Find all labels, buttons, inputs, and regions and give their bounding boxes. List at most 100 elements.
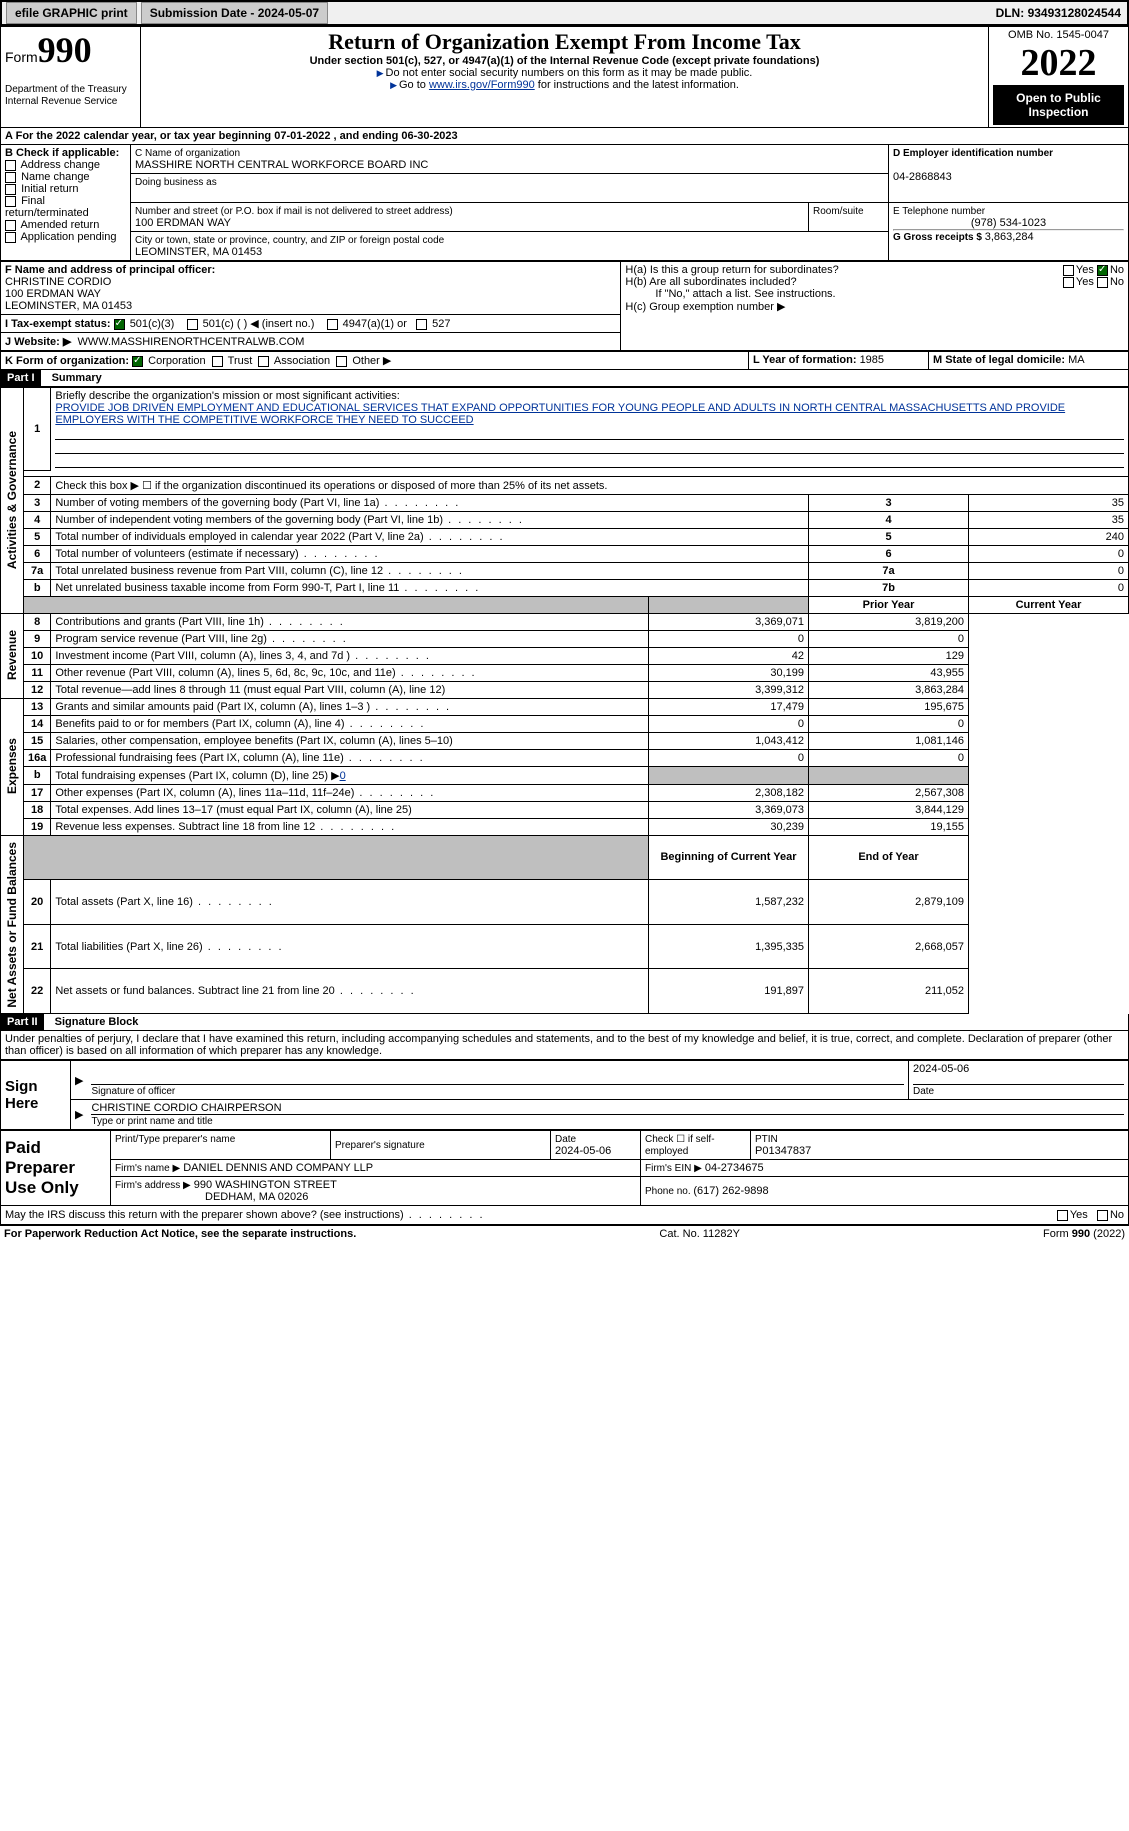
vlabel-ag: Activities & Governance <box>5 427 19 573</box>
sig-date: 2024-05-06 <box>913 1063 1124 1085</box>
checkbox-name-change[interactable] <box>5 172 16 183</box>
ha-no[interactable] <box>1097 265 1108 276</box>
vlabel-exp: Expenses <box>5 734 19 798</box>
val-5: 240 <box>969 528 1129 545</box>
fhij-block: F Name and address of principal officer:… <box>0 261 1129 351</box>
line2: Check this box ▶ ☐ if the organization d… <box>51 476 1129 494</box>
hb-note: If "No," attach a list. See instructions… <box>655 288 835 300</box>
header-table: Form990 Department of the Treasury Inter… <box>0 26 1129 128</box>
box-m: M State of legal domicile: MA <box>929 352 1129 370</box>
year-formation: 1985 <box>860 354 884 366</box>
paid-preparer: Paid Preparer Use Only <box>1 1131 111 1206</box>
val-6: 0 <box>969 545 1129 562</box>
mission-text[interactable]: PROVIDE JOB DRIVEN EMPLOYMENT AND EDUCAT… <box>55 402 1065 426</box>
officer-name: CHRISTINE CORDIO <box>5 276 111 288</box>
ha: H(a) Is this a group return for subordin… <box>625 264 838 276</box>
dept: Department of the Treasury <box>5 84 127 95</box>
checkbox-address-change[interactable] <box>5 160 16 171</box>
k-other[interactable] <box>336 356 347 367</box>
form-big: 990 <box>38 30 92 70</box>
date-label: Date <box>913 1086 934 1097</box>
end-hdr: End of Year <box>809 835 969 880</box>
officer-street: 100 ERDMAN WAY <box>5 288 101 300</box>
pra-notice: For Paperwork Reduction Act Notice, see … <box>4 1228 356 1240</box>
val-7b: 0 <box>969 579 1129 596</box>
i-4947[interactable] <box>327 319 338 330</box>
hb-yes[interactable] <box>1063 277 1074 288</box>
box-street: Number and street (or P.O. box if mail i… <box>131 203 809 232</box>
nossn: Do not enter social security numbers on … <box>377 67 753 79</box>
val-4: 35 <box>969 511 1129 528</box>
sign-here: Sign Here <box>1 1061 71 1130</box>
form-title: Return of Organization Exempt From Incom… <box>145 29 984 55</box>
k-corp[interactable] <box>132 356 143 367</box>
ptin: P01347837 <box>755 1145 811 1157</box>
checkbox-initial-return[interactable] <box>5 184 16 195</box>
yearbox: OMB No. 1545-0047 2022 Open to Public In… <box>989 27 1129 128</box>
i-label: I Tax-exempt status: <box>5 318 111 330</box>
box-f: F Name and address of principal officer:… <box>1 262 621 315</box>
checkbox-amended[interactable] <box>5 220 16 231</box>
goto-link[interactable]: www.irs.gov/Form990 <box>429 79 535 91</box>
subdate-button[interactable]: Submission Date - 2024-05-07 <box>141 2 328 24</box>
part1-label: Part I <box>1 370 41 386</box>
goto-pre: Go to <box>399 79 429 91</box>
street-label: Number and street (or P.O. box if mail i… <box>135 206 453 217</box>
box-h: H(a) Is this a group return for subordin… <box>621 262 1129 351</box>
gross-receipts: 3,863,284 <box>985 231 1034 243</box>
hb: H(b) Are all subordinates included? <box>625 276 796 288</box>
vlabel-rev: Revenue <box>5 626 19 684</box>
room-label: Room/suite <box>813 206 864 217</box>
k-assoc[interactable] <box>258 356 269 367</box>
box-c-name: C Name of organization MASSHIRE NORTH CE… <box>131 145 889 174</box>
subdate-value: 2024-05-07 <box>258 6 319 20</box>
discuss-yes[interactable] <box>1057 1210 1068 1221</box>
box-j: J Website: ▶ WWW.MASSHIRENORTHCENTRALWB.… <box>1 333 621 351</box>
box-k: K Form of organization: Corporation Trus… <box>1 352 749 370</box>
tax-year: 2022 <box>993 41 1124 85</box>
box-i: I Tax-exempt status: 501(c)(3) 501(c) ( … <box>1 315 621 333</box>
box-city: City or town, state or province, country… <box>131 232 889 261</box>
firm-addr2: DEDHAM, MA 02026 <box>205 1191 308 1203</box>
form-cell: Form990 Department of the Treasury Inter… <box>1 27 141 128</box>
checkbox-final-return[interactable] <box>5 196 16 207</box>
phone: (978) 534-1023 <box>893 217 1124 229</box>
org-name: MASSHIRE NORTH CENTRAL WORKFORCE BOARD I… <box>135 159 428 171</box>
box-d: D Employer identification number 04-2868… <box>889 145 1129 203</box>
city: LEOMINSTER, MA 01453 <box>135 246 262 258</box>
city-label: City or town, state or province, country… <box>135 235 444 246</box>
open-inspection: Open to Public Inspection <box>993 85 1124 125</box>
k-trust[interactable] <box>212 356 223 367</box>
i-527[interactable] <box>416 319 427 330</box>
discuss-no[interactable] <box>1097 1210 1108 1221</box>
efile-button[interactable]: efile GRAPHIC print <box>6 2 137 24</box>
val-7a: 0 <box>969 562 1129 579</box>
summary-table: Activities & Governance 1 Briefly descri… <box>0 387 1129 1014</box>
begin-hdr: Beginning of Current Year <box>649 835 809 880</box>
sig-officer-label: Signature of officer <box>91 1086 175 1097</box>
hb-no[interactable] <box>1097 277 1108 288</box>
firm-name: DANIEL DENNIS AND COMPANY LLP <box>183 1162 373 1174</box>
b-label: B Check if applicable: <box>5 147 119 159</box>
c-name-label: C Name of organization <box>135 148 240 159</box>
i-501c[interactable] <box>187 319 198 330</box>
d-label: D Employer identification number <box>893 148 1053 159</box>
form-small: Form <box>5 49 38 65</box>
firm-phone: (617) 262-9898 <box>693 1185 768 1197</box>
firm-addr1: 990 WASHINGTON STREET <box>194 1179 337 1191</box>
discuss-row: May the IRS discuss this return with the… <box>0 1206 1129 1225</box>
checkbox-application[interactable] <box>5 232 16 243</box>
ha-yes[interactable] <box>1063 265 1074 276</box>
prior-year-hdr: Prior Year <box>809 596 969 613</box>
fundraising-val[interactable]: 0 <box>340 770 346 782</box>
i-501c3[interactable] <box>114 319 125 330</box>
val-3: 35 <box>969 494 1129 511</box>
box-l: L Year of formation: 1985 <box>749 352 929 370</box>
omb: OMB No. 1545-0047 <box>993 29 1124 41</box>
box-e-g: E Telephone number (978) 534-1023 G Gros… <box>889 203 1129 261</box>
j-label: J Website: ▶ <box>5 336 71 348</box>
page-footer: For Paperwork Reduction Act Notice, see … <box>0 1225 1129 1242</box>
g-label: G Gross receipts $ <box>893 232 985 243</box>
box-b: B Check if applicable: Address change Na… <box>1 145 131 261</box>
e-label: E Telephone number <box>893 206 985 217</box>
